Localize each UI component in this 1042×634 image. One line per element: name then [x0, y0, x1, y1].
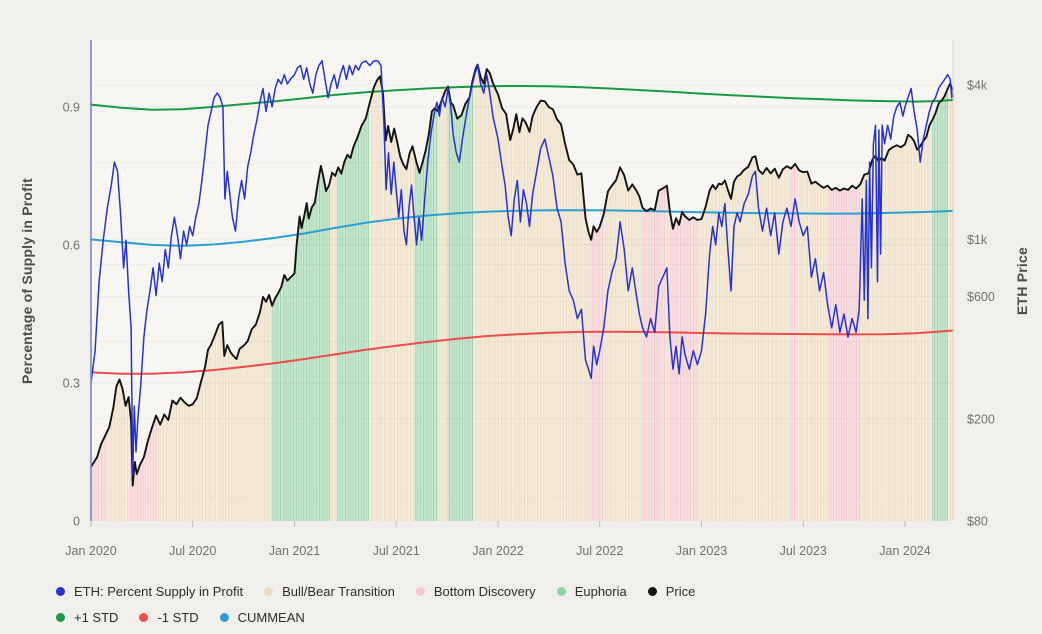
legend-label: Bull/Bear Transition: [282, 584, 395, 599]
chart-canvas[interactable]: Jan 2020 Jul 2020 Jan 2021 Jul 2021 Jan 2022…: [0, 0, 1042, 570]
svg-text:0.9: 0.9: [63, 100, 80, 114]
price-line: [90, 63, 954, 487]
cummean-line: [90, 209, 954, 247]
left-axis-title: Percentage of Supply in Profit: [19, 178, 35, 384]
legend-marker-icon: [415, 587, 425, 596]
svg-text:$1k: $1k: [967, 233, 988, 247]
legend-item-bottom-discovery[interactable]: Bottom Discovery: [415, 584, 536, 599]
svg-text:0.6: 0.6: [63, 238, 80, 252]
legend-marker-icon: [219, 613, 229, 622]
legend-label: Bottom Discovery: [433, 584, 536, 599]
svg-text:0.3: 0.3: [63, 377, 80, 391]
legend-item-1-std[interactable]: +1 STD: [56, 610, 118, 625]
svg-text:Jul 2023: Jul 2023: [780, 544, 827, 558]
svg-text:Jan 2023: Jan 2023: [676, 544, 727, 558]
plus-1-std-line: [90, 85, 954, 111]
legend-label: CUMMEAN: [237, 610, 305, 625]
svg-text:Jan 2022: Jan 2022: [472, 544, 523, 558]
svg-text:Jul 2022: Jul 2022: [576, 544, 623, 558]
legend-label: ETH: Percent Supply in Profit: [74, 584, 244, 599]
legend-marker-icon: [264, 587, 274, 596]
legend-marker-icon: [556, 587, 566, 596]
legend-item-bull-bear-transition[interactable]: Bull/Bear Transition: [264, 584, 395, 599]
supply-in-profit-line: [90, 60, 954, 476]
legend-marker-icon: [139, 613, 149, 622]
legend-row-2: +1 STD -1 STD CUMMEAN: [56, 610, 305, 625]
legend-item-1-std[interactable]: -1 STD: [139, 610, 199, 625]
right-axis-tick-labels: $4k $1k $600 $200 $80: [967, 79, 995, 529]
svg-text:$200: $200: [967, 412, 995, 426]
svg-text:$80: $80: [967, 515, 988, 529]
legend-marker-icon: [56, 587, 65, 596]
svg-text:Jul 2021: Jul 2021: [373, 544, 420, 558]
svg-text:Jan 2024: Jan 2024: [879, 544, 930, 558]
legend-item-price[interactable]: Price: [647, 584, 696, 599]
right-axis-title: ETH Price: [1014, 247, 1030, 315]
legend-item-euphoria[interactable]: Euphoria: [556, 584, 627, 599]
svg-text:$4k: $4k: [967, 79, 988, 93]
svg-text:Jan 2020: Jan 2020: [65, 544, 116, 558]
legend-label: Price: [665, 584, 696, 599]
legend-marker-icon: [647, 587, 657, 596]
legend-label: Euphoria: [574, 584, 627, 599]
legend-label: +1 STD: [74, 610, 119, 625]
legend-marker-icon: [56, 613, 65, 622]
left-axis-tick-labels: 0.9 0.6 0.3 0: [63, 100, 80, 528]
legend-row-1: ETH: Percent Supply in Profit Bull/Bear T…: [56, 584, 695, 599]
svg-text:Jul 2020: Jul 2020: [169, 544, 216, 558]
svg-text:Jan 2021: Jan 2021: [269, 544, 320, 558]
legend-item-cummean[interactable]: CUMMEAN: [219, 610, 305, 625]
legend-item-eth-percent-supply-in-profit[interactable]: ETH: Percent Supply in Profit: [56, 584, 243, 599]
svg-text:$600: $600: [967, 290, 995, 304]
legend-label: -1 STD: [157, 610, 199, 625]
x-axis-ticks: Jan 2020 Jul 2020 Jan 2021 Jul 2021 Jan 2022…: [65, 521, 931, 558]
svg-text:0: 0: [73, 515, 80, 529]
minus-1-std-line: [90, 329, 954, 375]
regime-bars: [91, 65, 953, 522]
